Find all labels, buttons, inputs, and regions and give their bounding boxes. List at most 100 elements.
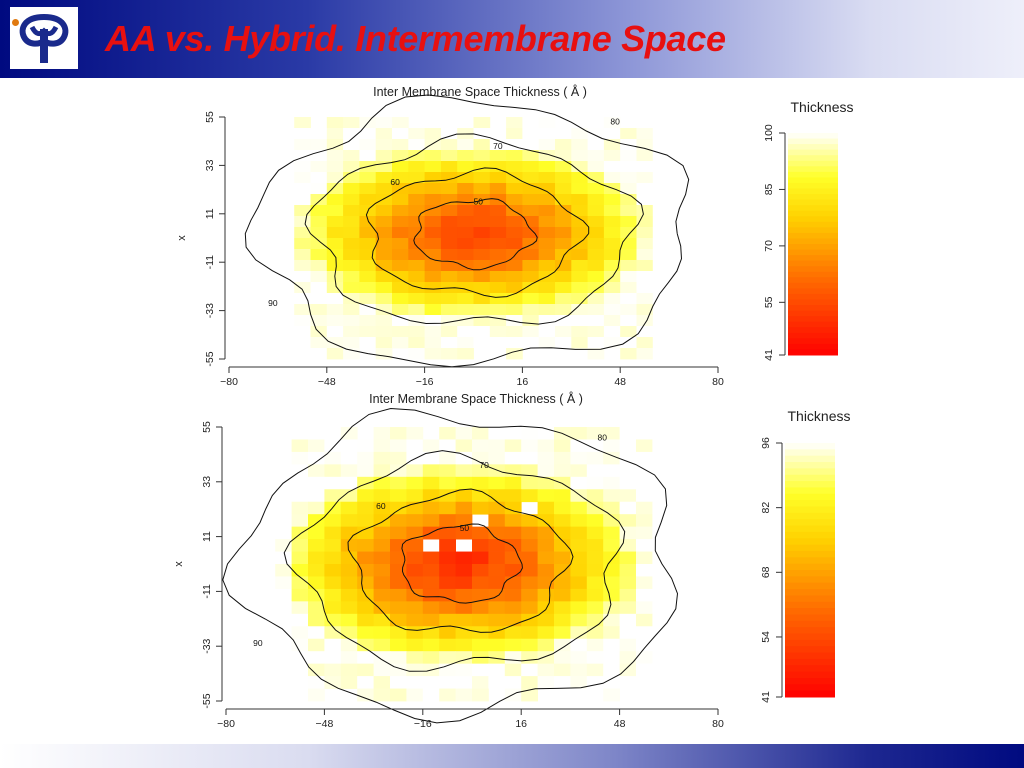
heatmap-cell bbox=[587, 139, 605, 151]
heatmap-cell bbox=[455, 676, 473, 689]
heatmap-cell bbox=[555, 249, 572, 261]
heatmap-cell bbox=[701, 150, 719, 162]
heatmap-cell bbox=[439, 688, 456, 702]
heatmap-cell bbox=[308, 451, 325, 465]
heatmap-cell bbox=[701, 551, 719, 565]
heatmap-cell bbox=[620, 172, 637, 184]
heatmap-cell bbox=[310, 150, 328, 162]
heatmap-cell bbox=[619, 451, 637, 465]
heatmap-cell bbox=[473, 205, 491, 217]
heatmap-cell bbox=[373, 676, 391, 689]
heatmap-cell bbox=[324, 451, 342, 465]
heatmap-cell bbox=[229, 304, 246, 316]
heatmap-cell bbox=[258, 514, 276, 528]
heatmap-cell bbox=[555, 227, 572, 239]
colorbar-tick-label: 41 bbox=[763, 349, 775, 361]
heatmap-cell bbox=[555, 315, 572, 327]
heatmap-cell bbox=[408, 315, 425, 327]
heatmap-cell bbox=[587, 183, 605, 195]
heatmap-cell bbox=[701, 451, 719, 465]
heatmap-cell bbox=[258, 576, 276, 590]
heatmap-cell bbox=[277, 227, 295, 239]
contour-line bbox=[283, 450, 626, 672]
heatmap-cell bbox=[343, 205, 360, 217]
heatmap-cell bbox=[229, 172, 246, 184]
colorbar-step bbox=[785, 525, 835, 533]
colorbar-step bbox=[785, 684, 835, 692]
heatmap-cell bbox=[291, 576, 309, 590]
x-tick-label: −80 bbox=[217, 718, 235, 730]
heatmap-cell bbox=[603, 227, 621, 239]
colorbar-step bbox=[788, 238, 838, 245]
colorbar-step bbox=[788, 260, 838, 267]
heatmap-cell bbox=[310, 238, 328, 250]
heatmap-cell bbox=[571, 271, 588, 283]
heatmap-cell bbox=[571, 183, 588, 195]
heatmap-cell bbox=[504, 514, 522, 528]
heatmap-cell bbox=[669, 117, 686, 129]
heatmap-cell bbox=[242, 501, 260, 515]
heatmap-cell bbox=[685, 638, 702, 652]
heatmap-cell bbox=[455, 613, 473, 627]
heatmap-cell bbox=[261, 227, 279, 239]
heatmap-cell bbox=[245, 238, 262, 250]
heatmap-cell bbox=[571, 227, 588, 239]
heatmap-cell bbox=[392, 260, 409, 272]
heatmap-cell bbox=[506, 315, 523, 327]
colorbar-step bbox=[785, 690, 835, 698]
heatmap-cell bbox=[685, 271, 703, 283]
heatmap-cell bbox=[521, 464, 538, 478]
heatmap-cell bbox=[669, 271, 686, 283]
heatmap-cell bbox=[554, 626, 571, 640]
heatmap-cell bbox=[603, 539, 620, 552]
heatmap-cell bbox=[522, 249, 540, 261]
heatmap-cell bbox=[685, 315, 703, 327]
heatmap-cell bbox=[669, 216, 686, 228]
colorbar-step bbox=[788, 133, 838, 140]
heatmap-cell bbox=[406, 489, 424, 503]
colorbar-step bbox=[785, 481, 835, 488]
colorbar-step bbox=[785, 614, 835, 622]
heatmap-cell bbox=[554, 551, 571, 565]
heatmap-cell bbox=[326, 183, 344, 195]
heatmap-cell bbox=[242, 626, 260, 640]
heatmap-cell bbox=[291, 613, 309, 627]
heatmap-cell bbox=[685, 588, 702, 602]
heatmap-cell bbox=[669, 282, 686, 294]
heatmap-cell bbox=[619, 676, 637, 689]
heatmap-cell bbox=[685, 183, 703, 195]
heatmap-cell bbox=[521, 576, 538, 590]
heatmap-cell bbox=[652, 464, 670, 478]
heatmap-cell bbox=[375, 183, 393, 195]
heatmap-cell bbox=[554, 651, 571, 665]
colorbar-step bbox=[788, 249, 838, 256]
heatmap-cell bbox=[245, 172, 262, 184]
heatmap-cell bbox=[522, 194, 540, 206]
heatmap-cell bbox=[261, 293, 279, 305]
heatmap-cell bbox=[571, 260, 588, 272]
heatmap-cell bbox=[685, 128, 703, 140]
heatmap-cell bbox=[310, 260, 328, 272]
colorbar-step bbox=[785, 677, 835, 685]
heatmap-cell bbox=[424, 293, 442, 305]
heatmap-cell bbox=[373, 464, 391, 478]
heatmap-cell bbox=[521, 539, 538, 552]
heatmap-cell bbox=[457, 304, 474, 316]
colorbar-step bbox=[788, 149, 838, 156]
heatmap-cell bbox=[242, 601, 260, 615]
heatmap-cell bbox=[245, 326, 262, 338]
heatmap-cell bbox=[375, 337, 393, 349]
heatmap-cell bbox=[701, 626, 719, 640]
heatmap-cell bbox=[685, 150, 703, 162]
heatmap-cell bbox=[701, 139, 719, 151]
colorbar-step bbox=[788, 216, 838, 223]
contour-label: 90 bbox=[253, 638, 263, 648]
heatmap-cell bbox=[326, 139, 344, 151]
heatmap-cell bbox=[310, 249, 328, 261]
heatmap-cell bbox=[291, 676, 309, 689]
heatmap-cell bbox=[586, 514, 604, 528]
heatmap-cell bbox=[620, 293, 637, 305]
heatmap-cell bbox=[669, 172, 686, 184]
heatmap-cell bbox=[636, 216, 654, 228]
heatmap-cell bbox=[258, 626, 276, 640]
